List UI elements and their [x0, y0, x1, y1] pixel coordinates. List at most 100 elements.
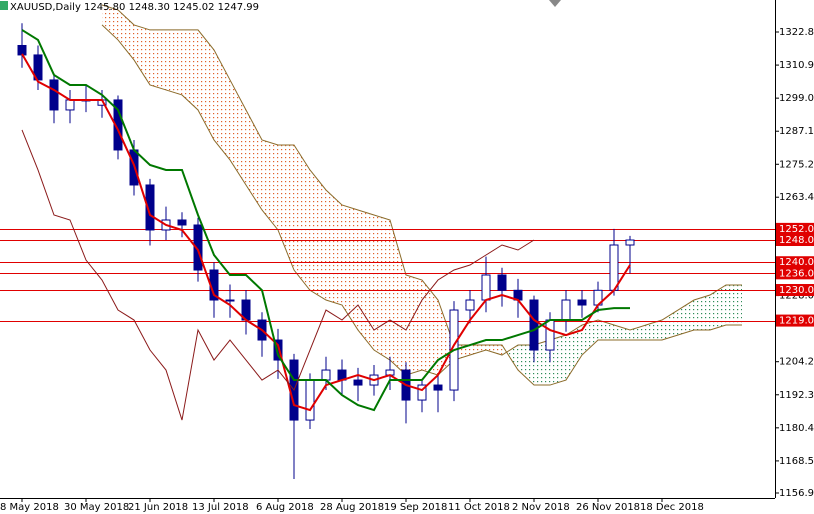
cloud-bear: [134, 24, 150, 85]
candle-body: [481, 274, 491, 301]
level-label: 1240.00: [779, 257, 814, 268]
candle-body: [193, 224, 203, 271]
level-box: [776, 233, 814, 246]
cloud-bear: [230, 79, 246, 185]
level-label: 1230.00: [779, 285, 814, 296]
cloud-bull: [614, 325, 630, 341]
indicator-line: [21, 129, 535, 421]
cloud-bear: [310, 169, 326, 301]
y-tick-label: 1156.95: [779, 488, 814, 499]
level-box: [776, 284, 814, 297]
x-tick-label: 2 Nov 2018: [512, 502, 570, 513]
cloud-bear: [294, 144, 310, 291]
cloud-bull: [726, 285, 742, 326]
x-tick-label: 19 Sep 2018: [384, 502, 447, 513]
cloud-bear: [198, 29, 214, 140]
y-tick-label: 1263.40: [779, 192, 814, 203]
candle-body: [305, 379, 315, 421]
cloud-bull: [518, 345, 534, 386]
y-tick-label: 1192.30: [779, 390, 814, 401]
level-box: [776, 267, 814, 280]
candle-body: [225, 299, 235, 302]
candle-body: [625, 239, 635, 246]
cloud-bear: [262, 139, 278, 230]
indicator-line: [21, 29, 630, 412]
y-tick-label: 1204.20: [779, 357, 814, 368]
cloud-bear: [390, 219, 406, 376]
level-label: 1219.00: [779, 316, 814, 327]
cloud-bull: [566, 325, 582, 381]
cloud-bear: [342, 204, 358, 331]
cloud-bear: [118, 9, 134, 60]
cloud-bear: [102, 4, 118, 40]
shift-marker: [549, 0, 561, 7]
cloud-bear: [470, 345, 486, 356]
x-tick-label: 26 Nov 2018: [576, 502, 640, 513]
y-tick-label: 1228.00: [779, 291, 814, 302]
candle-body: [17, 44, 27, 56]
x-tick-label: 21 Jun 2018: [128, 502, 188, 513]
level-box: [776, 256, 814, 269]
candle-body: [321, 369, 331, 381]
cloud-bear: [182, 29, 198, 110]
candle-body: [545, 319, 555, 351]
x-tick-label: 13 Jul 2018: [192, 502, 249, 513]
candle-body: [433, 384, 443, 391]
candle-body: [577, 299, 587, 306]
candle-body: [177, 219, 187, 226]
candle-body: [561, 299, 571, 321]
candle-body: [49, 79, 59, 111]
cloud-bull: [646, 320, 662, 341]
cloud-bull: [710, 285, 726, 331]
cloud-bear: [166, 29, 182, 95]
candle-body: [65, 99, 75, 111]
x-tick-label: 18 Dec 2018: [640, 502, 704, 513]
cloud-bear: [406, 275, 422, 376]
cloud-bull: [630, 325, 646, 341]
y-tick-label: 1310.95: [779, 60, 814, 71]
cloud-bear: [150, 29, 166, 90]
candle-body: [497, 274, 507, 291]
chart-title: XAUUSD,Daily 1245.80 1248.30 1245.02 124…: [10, 2, 259, 13]
cloud-bear: [326, 189, 342, 306]
candle-body: [465, 299, 475, 311]
cloud-bear: [214, 49, 230, 160]
cloud-bull: [678, 300, 694, 336]
x-tick-label: 11 Oct 2018: [448, 502, 510, 513]
candle-body: [609, 244, 619, 291]
candle-body: [353, 379, 363, 386]
cloud-bull: [534, 340, 550, 386]
level-label: 1252.00: [779, 224, 814, 235]
cloud-edge: [101, 24, 742, 376]
candle-body: [529, 299, 539, 351]
y-tick-label: 1299.05: [779, 93, 814, 104]
candle-body: [113, 99, 123, 151]
indicator-line: [21, 53, 631, 412]
level-box: [776, 222, 814, 235]
cloud-bear: [422, 280, 438, 376]
cloud-bear: [358, 209, 374, 351]
y-tick-label: 1322.85: [779, 27, 814, 38]
x-tick-label: 6 Aug 2018: [256, 502, 314, 513]
y-tick-label: 1168.50: [779, 456, 814, 467]
cloud-bull: [694, 295, 710, 331]
cloud-bull: [598, 320, 614, 341]
level-box: [776, 314, 814, 327]
level-label: 1236.00: [779, 268, 814, 279]
x-tick-label: 30 May 2018: [64, 502, 129, 513]
y-tick-label: 1180.40: [779, 423, 814, 434]
cloud-bear: [486, 345, 502, 356]
cloud-bear: [246, 109, 262, 210]
level-label: 1248.00: [779, 235, 814, 246]
x-tick-label: 28 Aug 2018: [320, 502, 384, 513]
x-tick-label: 8 May 2018: [0, 502, 59, 513]
candle-body: [145, 184, 155, 231]
cloud-bull: [582, 320, 598, 356]
y-tick-label: 1275.25: [779, 159, 814, 170]
symbol-icon: [0, 1, 8, 10]
y-tick-label: 1287.15: [779, 126, 814, 137]
candle-body: [417, 384, 427, 401]
plot: [0, 4, 775, 479]
